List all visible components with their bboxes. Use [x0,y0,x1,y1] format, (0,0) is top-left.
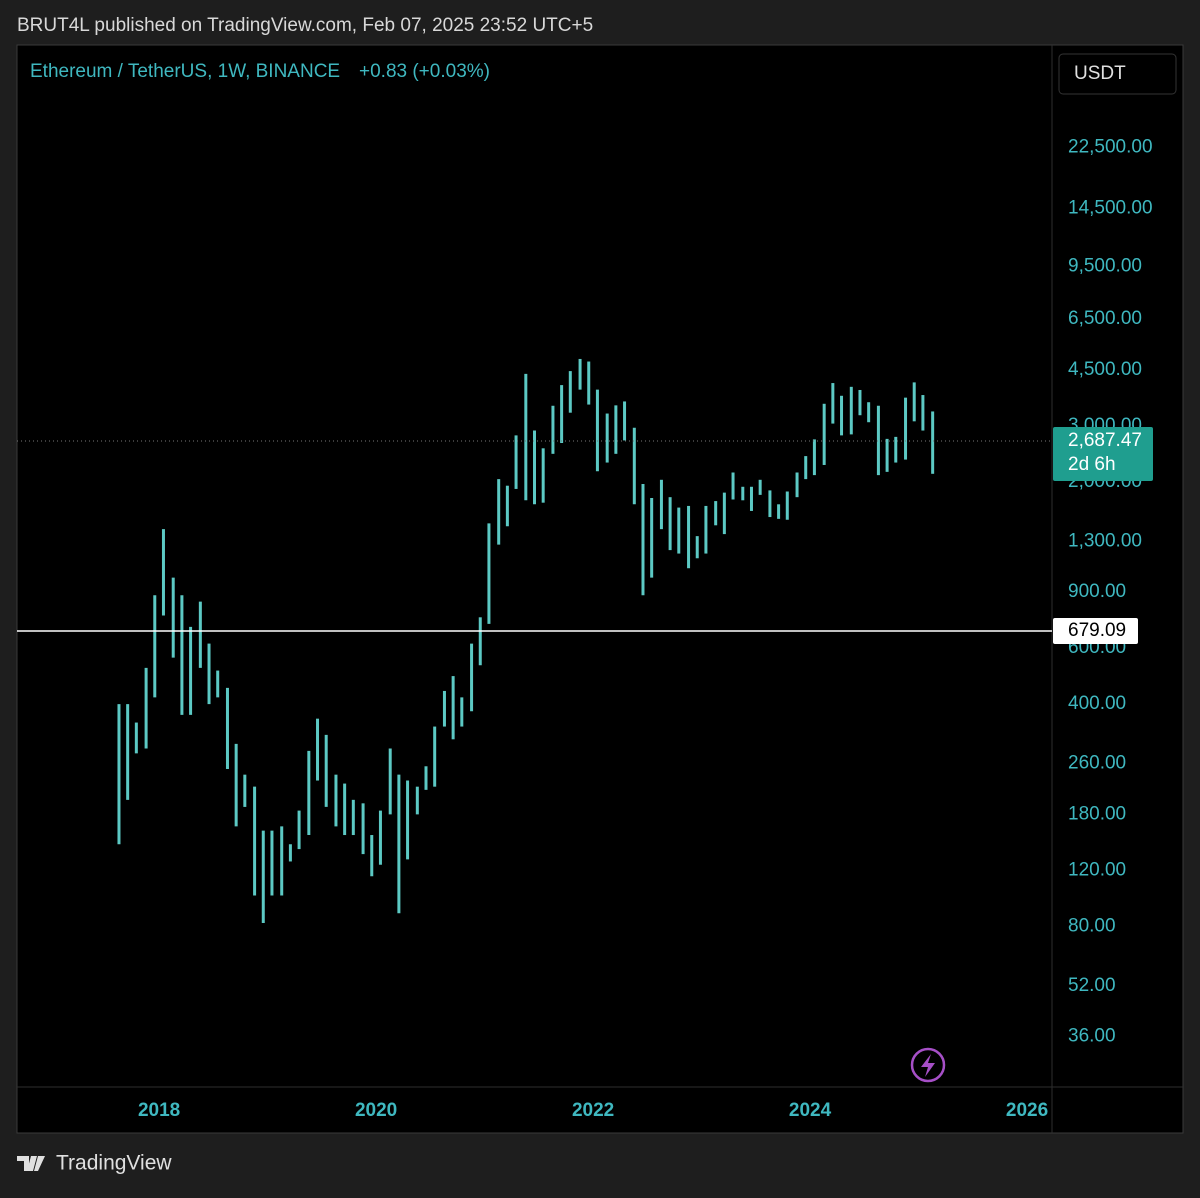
y-tick-label: 52.00 [1068,975,1116,996]
y-tick-label: 180.00 [1068,803,1126,824]
last-price-box [1053,427,1153,482]
y-tick-label: 900.00 [1068,581,1126,602]
x-tick-label: 2018 [138,1100,180,1121]
x-tick-label: 2024 [789,1100,832,1121]
symbol-legend: Ethereum / TetherUS, 1W, BINANCE [30,61,340,82]
countdown-label: 2d 6h [1068,454,1116,475]
y-tick-label: 6,500.00 [1068,308,1142,329]
lightning-icon [910,1047,946,1083]
y-tick-label: 9,500.00 [1068,256,1142,277]
last-price-label: 2,687.47 [1068,430,1142,451]
horizontal-line-label: 679.09 [1068,620,1126,641]
y-tick-label: 1,300.00 [1068,530,1142,551]
publish-info: BRUT4L published on TradingView.com, Feb… [17,15,593,36]
footer-brand: TradingView [56,1152,172,1175]
change-legend: +0.83 (+0.03%) [359,61,490,82]
horizontal-line-box [1053,618,1138,645]
currency-box [1058,53,1177,95]
currency-label: USDT [1074,63,1126,84]
x-tick-label: 2022 [572,1100,614,1121]
x-tick-label: 2026 [1006,1100,1048,1121]
y-tick-label: 260.00 [1068,753,1126,774]
y-tick-label: 22,500.00 [1068,137,1153,158]
y-tick-label: 4,500.00 [1068,359,1142,380]
y-tick-label: 80.00 [1068,915,1116,936]
y-tick-label: 400.00 [1068,693,1126,714]
x-tick-label: 2020 [355,1100,397,1121]
chart-panel [16,44,1184,1134]
y-tick-label: 14,500.00 [1068,197,1153,218]
footer-logo [17,1156,45,1171]
y-tick-label: 120.00 [1068,859,1126,880]
y-tick-label: 36.00 [1068,1026,1116,1047]
